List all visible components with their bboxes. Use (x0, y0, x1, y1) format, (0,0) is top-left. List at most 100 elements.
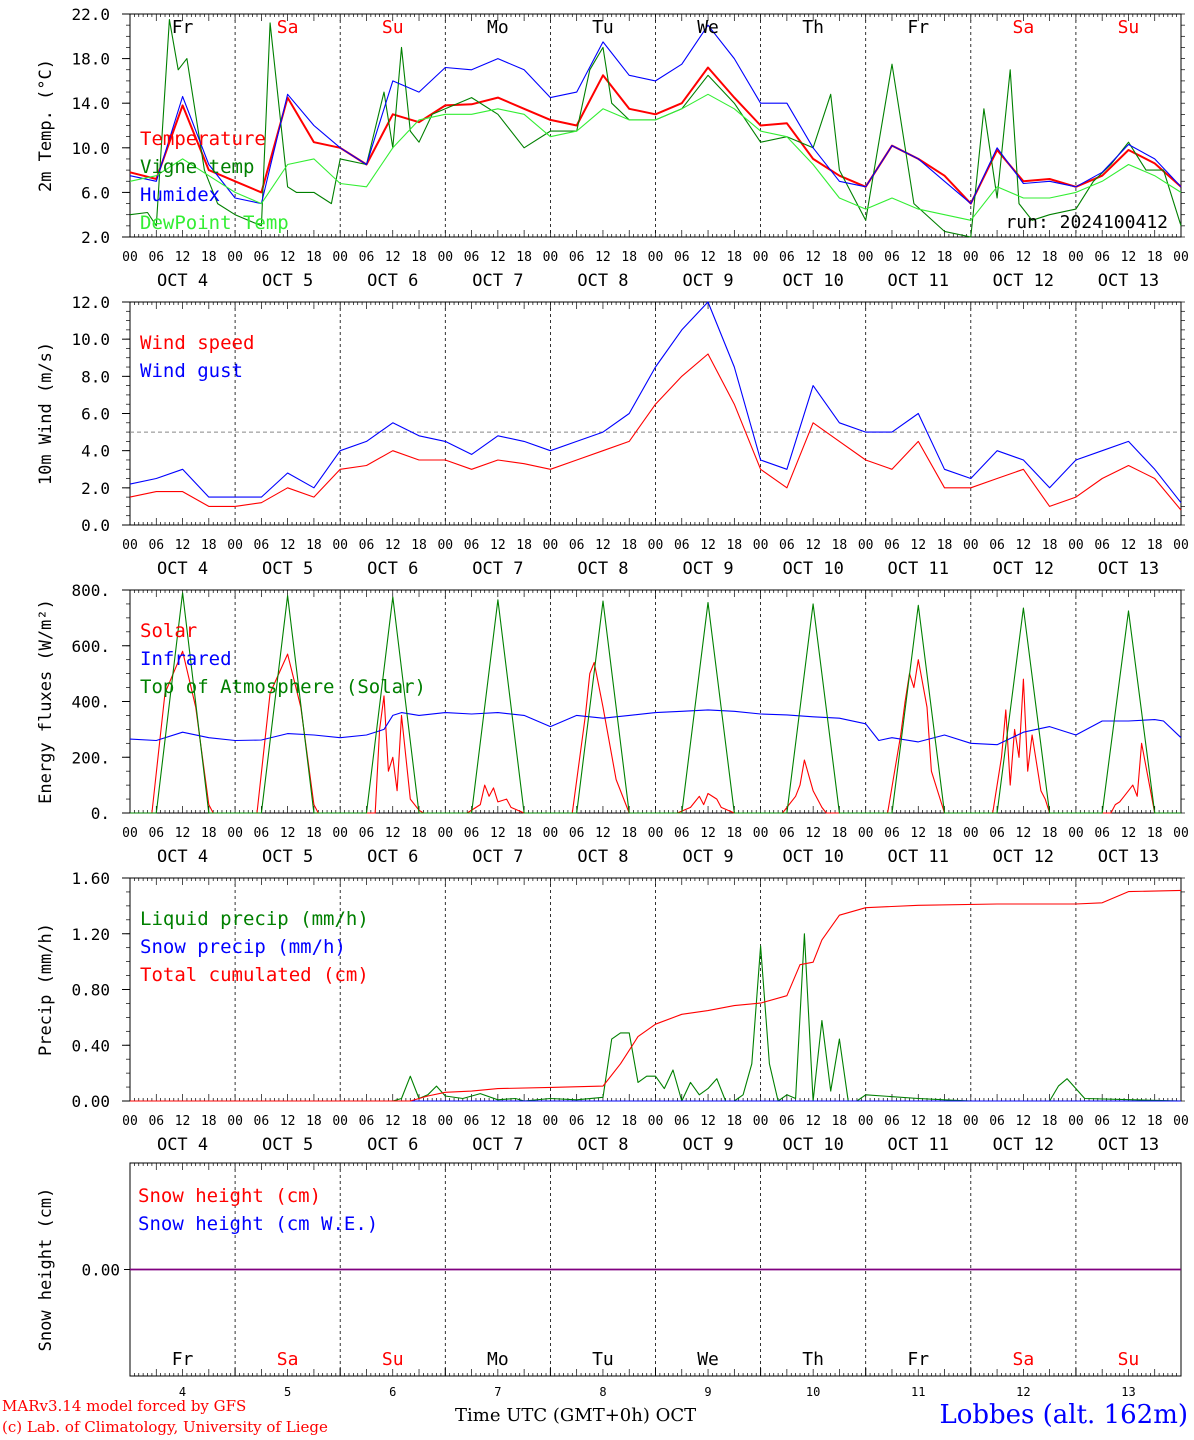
wind-x-tick-label: 18 (937, 538, 953, 553)
precip-date-label: OCT 11 (888, 1135, 949, 1155)
temperature-y-tick-label: 14.0 (71, 94, 110, 113)
snow-legend-entry: Snow height (cm) (138, 1185, 321, 1207)
precip-x-tick-label: 12 (280, 1114, 296, 1129)
precip-x-tick-label: 00 (753, 1114, 769, 1129)
energy-x-tick-label: 00 (1173, 826, 1189, 841)
precip-date-label: OCT 4 (157, 1135, 208, 1155)
day-name-label: Mo (487, 1349, 509, 1370)
precip-x-tick-label: 00 (437, 1114, 453, 1129)
precip-panel (122, 877, 1185, 1102)
wind-x-tick-label: 00 (122, 538, 138, 553)
energy-x-tick-label: 12 (595, 826, 611, 841)
precip-date-label: OCT 13 (1098, 1135, 1159, 1155)
wind-x-tick-label: 12 (805, 538, 821, 553)
wind-date-label: OCT 11 (888, 559, 949, 579)
wind-date-label: OCT 6 (367, 559, 418, 579)
energy-x-tick-label: 12 (700, 826, 716, 841)
day-name-label: Sa (1013, 1349, 1035, 1370)
precip-x-tick-label: 18 (621, 1114, 637, 1129)
wind-y-tick-label: 12.0 (71, 293, 110, 312)
precip-x-tick-label: 06 (254, 1114, 270, 1129)
time-axis-title: Time UTC (GMT+0h) OCT (455, 1405, 697, 1426)
energy-x-tick-label: 18 (621, 826, 637, 841)
wind-x-tick-label: 18 (516, 538, 532, 553)
precip-x-tick-label: 18 (201, 1114, 217, 1129)
precip-y-tick-label: 0.40 (71, 1036, 110, 1055)
energy-series-line (130, 650, 1156, 814)
energy-x-tick-label: 00 (1068, 826, 1084, 841)
precip-x-tick-label: 00 (227, 1114, 243, 1129)
wind-y-tick-label: 2.0 (81, 479, 110, 498)
temperature-x-tick-label: 12 (805, 250, 821, 265)
wind-x-tick-label: 00 (753, 538, 769, 553)
temperature-date-label: OCT 4 (157, 271, 208, 291)
precip-x-tick-label: 06 (989, 1114, 1005, 1129)
precip-y-axis-label: Precip (mm/h) (36, 923, 56, 1056)
temperature-date-label: OCT 9 (682, 271, 733, 291)
energy-x-tick-label: 06 (254, 826, 270, 841)
energy-date-label: OCT 5 (262, 847, 313, 867)
precip-x-tick-label: 06 (359, 1114, 375, 1129)
precip-x-tick-label: 00 (122, 1114, 138, 1129)
wind-x-tick-label: 18 (621, 538, 637, 553)
energy-date-label: OCT 11 (888, 847, 949, 867)
energy-x-tick-label: 12 (1121, 826, 1137, 841)
temperature-x-tick-label: 06 (148, 250, 164, 265)
wind-x-tick-label: 06 (1094, 538, 1110, 553)
wind-x-tick-label: 06 (148, 538, 164, 553)
precip-x-tick-label: 00 (858, 1114, 874, 1129)
temperature-date-label: OCT 12 (993, 271, 1054, 291)
temperature-x-tick-label: 06 (884, 250, 900, 265)
day-name-label: Tu (592, 1349, 614, 1370)
wind-legend-entry: Wind gust (140, 360, 243, 382)
run-annotation: run: 2024100412 (1005, 212, 1168, 233)
wind-x-tick-label: 18 (306, 538, 322, 553)
energy-panel (122, 589, 1185, 814)
precip-x-tick-label: 06 (148, 1114, 164, 1129)
precip-date-label: OCT 5 (262, 1135, 313, 1155)
station-name: Lobbes (alt. 162m) (939, 1400, 1188, 1430)
temperature-x-tick-label: 06 (464, 250, 480, 265)
wind-x-tick-label: 06 (989, 538, 1005, 553)
temperature-x-tick-label: 06 (674, 250, 690, 265)
wind-x-tick-label: 00 (227, 538, 243, 553)
precip-x-tick-label: 18 (937, 1114, 953, 1129)
precip-x-tick-label: 12 (385, 1114, 401, 1129)
wind-x-tick-label: 06 (569, 538, 585, 553)
temperature-x-tick-label: 00 (1173, 250, 1189, 265)
temperature-y-tick-label: 22.0 (71, 5, 110, 24)
lab-credit: (c) Lab. of Climatology, University of L… (2, 1418, 328, 1436)
wind-x-tick-label: 00 (1173, 538, 1189, 553)
energy-x-tick-label: 00 (858, 826, 874, 841)
wind-x-tick-label: 06 (779, 538, 795, 553)
energy-x-tick-label: 06 (989, 826, 1005, 841)
day-name-label: Sa (277, 17, 299, 38)
day-name-label: We (697, 17, 719, 38)
precip-x-tick-label: 18 (832, 1114, 848, 1129)
wind-date-label: OCT 4 (157, 559, 208, 579)
precip-x-tick-label: 00 (1068, 1114, 1084, 1129)
energy-x-tick-label: 18 (516, 826, 532, 841)
energy-x-tick-label: 06 (569, 826, 585, 841)
wind-x-tick-label: 12 (280, 538, 296, 553)
wind-date-label: OCT 5 (262, 559, 313, 579)
precip-x-tick-label: 18 (306, 1114, 322, 1129)
energy-y-tick-label: 400. (71, 693, 110, 712)
day-number-label: 6 (389, 1385, 396, 1399)
wind-panel (122, 301, 1185, 526)
energy-legend-entry: Top of Atmosphere (Solar) (140, 676, 426, 698)
wind-x-tick-label: 12 (910, 538, 926, 553)
precip-x-tick-label: 00 (1173, 1114, 1189, 1129)
wind-x-tick-label: 18 (201, 538, 217, 553)
day-name-label: Fr (172, 17, 194, 38)
precip-x-tick-label: 06 (884, 1114, 900, 1129)
temperature-x-tick-label: 06 (779, 250, 795, 265)
temperature-legend-entry: Vigne temp (140, 156, 254, 178)
energy-y-tick-label: 200. (71, 748, 110, 767)
energy-x-tick-label: 18 (937, 826, 953, 841)
temperature-x-tick-label: 18 (1042, 250, 1058, 265)
energy-date-label: OCT 12 (993, 847, 1054, 867)
wind-x-tick-label: 00 (963, 538, 979, 553)
day-name-label: Th (802, 17, 824, 38)
